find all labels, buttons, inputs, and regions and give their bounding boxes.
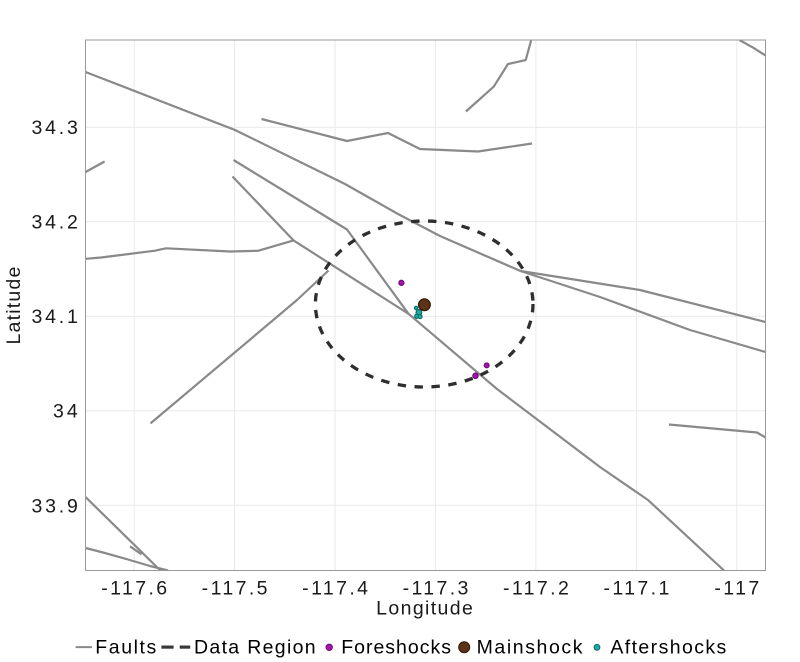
svg-text:34.1: 34.1 [32, 306, 81, 328]
svg-text:-117.5: -117.5 [202, 578, 270, 600]
svg-text:34: 34 [53, 401, 81, 423]
svg-text:-117.6: -117.6 [101, 578, 169, 600]
svg-text:-117.3: -117.3 [403, 578, 471, 600]
svg-text:Data Region: Data Region [194, 637, 317, 659]
svg-text:-117: -117 [714, 578, 761, 600]
svg-text:Foreshocks: Foreshocks [341, 637, 452, 659]
svg-text:33.9: 33.9 [32, 495, 81, 517]
svg-text:34.2: 34.2 [32, 212, 81, 234]
svg-text:Mainshock: Mainshock [477, 637, 585, 659]
svg-text:Faults: Faults [95, 637, 158, 659]
svg-text:-117.4: -117.4 [302, 578, 370, 600]
svg-text:34.3: 34.3 [32, 117, 81, 139]
svg-text:-117.2: -117.2 [503, 578, 571, 600]
svg-text:Longitude: Longitude [376, 598, 474, 620]
svg-text:Aftershocks: Aftershocks [610, 637, 727, 659]
svg-text:-117.1: -117.1 [603, 578, 671, 600]
svg-text:Latitude: Latitude [3, 266, 25, 345]
